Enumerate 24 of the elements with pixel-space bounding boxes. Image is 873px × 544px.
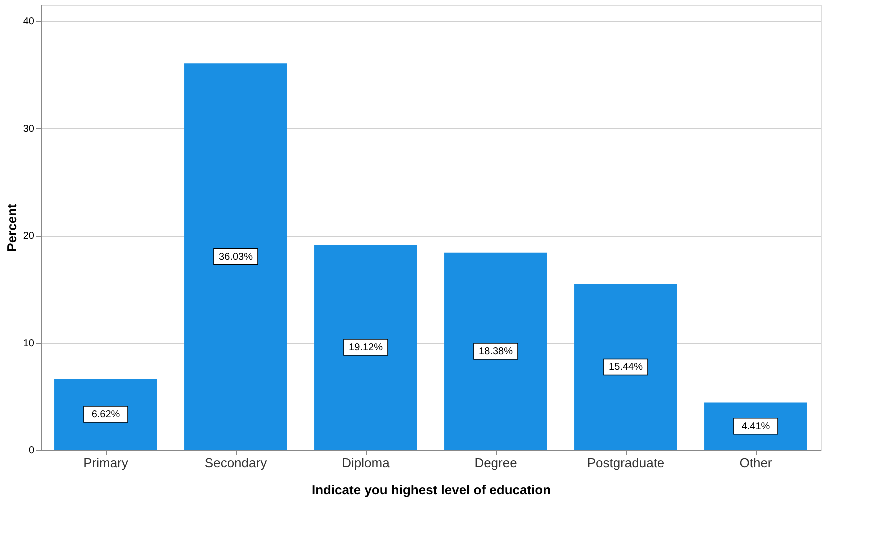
data-label: 4.41%	[742, 421, 770, 432]
x-axis-title: Indicate you highest level of education	[312, 482, 552, 498]
y-tick-label: 40	[23, 16, 35, 28]
data-label: 19.12%	[349, 342, 384, 354]
data-label: 18.38%	[479, 346, 514, 358]
y-tick-label: 0	[28, 446, 35, 456]
y-tick-label: 10	[23, 338, 35, 350]
bar	[444, 252, 548, 450]
y-tick-label: 30	[23, 124, 35, 135]
x-tick-label: Primary	[84, 456, 129, 470]
data-label: 36.03%	[219, 252, 254, 263]
bar	[314, 244, 418, 450]
data-label: 6.62%	[92, 410, 120, 421]
bar	[574, 284, 678, 450]
y-axis-title: Percent	[4, 203, 20, 252]
x-tick-label: Secondary	[204, 456, 268, 470]
x-tick-label: Degree	[474, 456, 518, 470]
data-label: 15.44%	[609, 362, 644, 374]
x-tick-label: Diploma	[342, 456, 391, 470]
y-tick-label: 20	[23, 231, 35, 242]
x-tick-label: Postgraduate	[587, 456, 665, 470]
bar	[184, 64, 288, 450]
bar	[54, 379, 158, 450]
x-tick-label: Other	[740, 456, 773, 470]
